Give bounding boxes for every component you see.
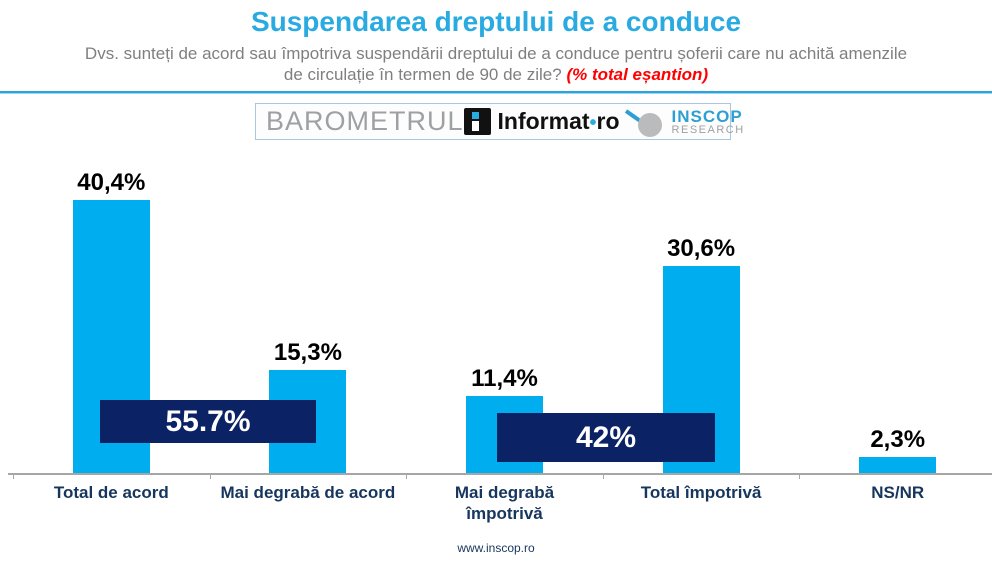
informat-logo: Informat•ro: [463, 108, 620, 135]
bar-value-label: 40,4%: [77, 169, 146, 196]
informat-icon-dot: [471, 112, 479, 119]
bar-value-label: 11,4%: [471, 365, 538, 392]
category-label: Mai degrabă de acord: [220, 483, 396, 502]
x-axis: [8, 473, 992, 475]
group-total-box: 42%: [497, 413, 715, 462]
bar-value-label: 30,6%: [667, 235, 736, 262]
x-axis-tick: [209, 473, 211, 479]
inscop-compass-icon: [624, 108, 662, 137]
informat-dot: •: [589, 112, 597, 134]
informat-wordmark: Informat•ro: [497, 108, 620, 134]
survey-question-line1: Dvs. sunteți de acord sau împotriva susp…: [84, 44, 908, 63]
category-label: Mai degrabă împotrivă: [454, 483, 555, 524]
x-axis-tick: [13, 473, 14, 479]
footer-url: www.inscop.ro: [457, 541, 535, 555]
survey-question-line2: de circulație în termen de 90 de zile? (…: [0, 65, 992, 85]
x-axis-tick: [799, 473, 801, 479]
informat-icon: [463, 108, 491, 135]
page-title: Suspendarea dreptului de a conduce: [250, 6, 742, 37]
group-total-box: 55.7%: [100, 400, 316, 443]
informat-icon-stem: [471, 121, 479, 131]
category-label: Total de acord: [53, 483, 169, 502]
logo-bar: BAROMETRUL Informat•ro INSCOP RESEARCH: [255, 103, 743, 140]
category-label: NS/NR: [871, 483, 925, 502]
inscop-logo: INSCOP RESEARCH: [620, 105, 745, 139]
inscop-wordmark: INSCOP RESEARCH: [671, 106, 745, 136]
barometrul-logo: BAROMETRUL: [266, 106, 464, 136]
separator-line: [0, 91, 992, 94]
x-axis-tick: [406, 473, 408, 479]
sample-note: (% total eșantion): [566, 65, 709, 84]
x-axis-tick: [602, 473, 604, 479]
bar: [859, 457, 936, 473]
survey-question-text: de circulație în termen de 90 de zile?: [283, 65, 562, 84]
bar-value-label: 15,3%: [273, 339, 342, 366]
category-label: Total împotrivă: [640, 483, 762, 502]
bar-value-label: 2,3%: [870, 426, 926, 453]
